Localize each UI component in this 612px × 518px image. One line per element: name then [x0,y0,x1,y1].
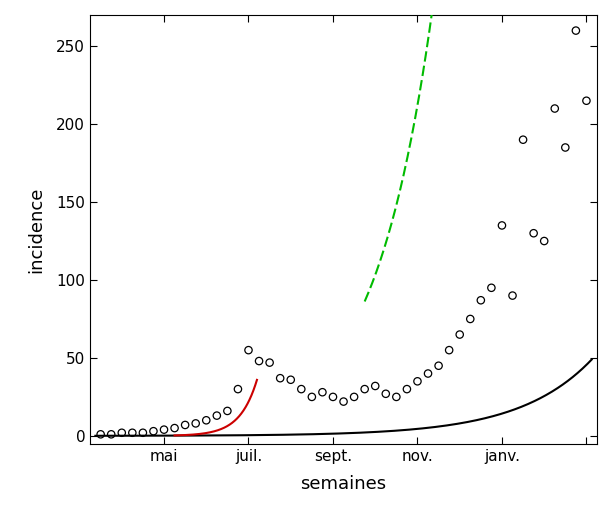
Point [117,428,127,437]
Point [455,330,465,339]
Point [349,393,359,401]
Point [244,346,253,354]
Point [95,430,105,438]
Point [434,362,444,370]
Point [476,296,486,305]
Point [275,374,285,382]
Point [518,136,528,144]
Point [212,411,222,420]
Point [487,284,496,292]
Point [233,385,243,393]
Point [360,385,370,393]
Point [307,393,317,401]
Point [497,221,507,229]
Point [296,385,306,393]
Point [392,393,401,401]
Point [581,96,591,105]
Point [381,390,390,398]
Point [465,315,475,323]
Point [170,424,179,432]
Point [328,393,338,401]
Point [223,407,233,415]
Point [127,428,137,437]
Point [444,346,454,354]
Point [254,357,264,365]
X-axis label: semaines: semaines [300,474,387,493]
Point [529,229,539,237]
Point [138,428,147,437]
Point [571,26,581,35]
Point [181,421,190,429]
Point [370,382,380,390]
Point [318,388,327,396]
Point [201,416,211,424]
Point [507,292,517,300]
Point [402,385,412,393]
Point [412,377,422,385]
Point [265,358,275,367]
Point [286,376,296,384]
Point [550,105,559,113]
Point [191,419,201,427]
Point [338,397,348,406]
Point [423,369,433,378]
Point [539,237,549,245]
Point [159,425,169,434]
Point [106,430,116,438]
Point [561,143,570,152]
Y-axis label: incidence: incidence [28,186,45,272]
Point [149,427,159,435]
